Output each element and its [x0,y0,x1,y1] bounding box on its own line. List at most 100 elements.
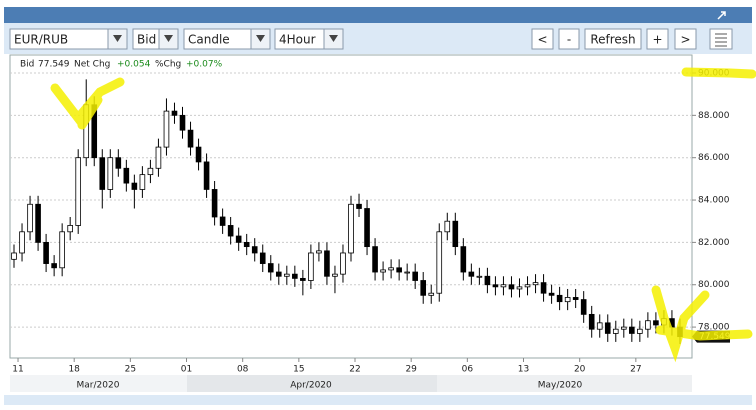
candle-body [267,263,274,273]
next-button[interactable] [674,28,697,50]
candle-body [67,225,73,233]
month-band [437,375,692,392]
candle-body [420,280,427,296]
candle-body [107,157,114,190]
candle-body [292,273,298,279]
candle-body [572,297,579,300]
x-tick-label: 06 [462,365,474,375]
candle-body [115,157,122,169]
settings-icon [715,33,727,47]
x-tick-label: 13 [518,365,529,375]
candle-body [484,275,491,286]
candle-body [235,235,242,243]
candle-body [588,313,595,330]
candle-body [629,326,635,334]
style: Candle [188,33,230,47]
candle-body [211,189,218,218]
side: Bid [137,33,156,47]
month-band [10,375,187,392]
candle-body [364,208,370,248]
net-chg-label: Net Chg [74,60,110,70]
candle-body [604,322,611,334]
candle-body [99,157,106,190]
prev-button[interactable] [531,28,554,50]
y-tick-label: 80.000 [698,280,730,290]
candle-body [139,174,146,190]
x-tick-label: 27 [630,365,641,375]
candle-body [556,294,563,303]
candle-body [324,250,330,277]
symbol: EUR/RUB [14,33,68,47]
candle-body [131,182,138,190]
x-tick-label: 01 [181,365,192,375]
candle-body [51,263,57,269]
candle-body [428,292,435,296]
candle-body [284,273,290,277]
dropdown-arrow [256,35,265,42]
candle-body [187,129,194,148]
candle-body [532,282,539,286]
candle-body [516,286,523,290]
pct-chg: +0.07% [186,60,223,70]
month-label: Mar/2020 [77,381,120,391]
candle-body [348,203,354,254]
expand-icon[interactable] [717,11,726,20]
y-tick-label: 82.000 [698,238,730,248]
candle-body [412,271,418,281]
candle-body [564,297,571,303]
candle-body [645,320,651,330]
candle-body [43,241,49,264]
y-tick-label: 84.000 [698,196,730,206]
candle-body [11,252,17,260]
candle-body [308,252,314,281]
dropdown-arrow [329,35,338,42]
candle-body [155,146,162,169]
x-tick-label: 25 [125,365,136,375]
refresh-label: Refresh [590,33,635,47]
candle-body [163,110,170,148]
highlighter [50,67,756,363]
zoom-in-button[interactable] [646,28,669,50]
y-tick-label: 86.000 [698,153,730,163]
candle-body [460,246,467,273]
candle-body [620,326,627,330]
plot-frame [9,54,693,359]
candle-body [227,225,234,237]
candle-body [380,269,386,273]
candle-body [404,271,410,274]
x-tick-label: 08 [237,365,249,375]
candle-body [275,271,282,277]
candle-body [123,167,130,184]
bid-label: Bid [20,60,34,70]
candle-body [637,328,643,334]
zoom-out-button[interactable] [558,28,580,50]
candle-body [340,252,346,275]
dropdown-arrow [113,35,122,42]
refresh-button[interactable] [584,28,642,50]
candle-body [548,292,555,296]
candle-body [492,284,499,288]
month-band [187,375,437,392]
plot: 78.00080.00082.00084.00086.00088.00090.0… [10,68,731,391]
candle-body [203,161,210,190]
title-bar [4,7,752,23]
candle-body [476,275,483,278]
x-tick-label: 15 [293,365,304,375]
bottom-strip [4,395,752,405]
candle-body [59,231,65,269]
candle-body [524,284,531,288]
y-tick-label: 78.000 [698,323,730,333]
candle-body [35,203,41,243]
x-tick-label: 29 [405,365,417,375]
candle-body [612,328,619,334]
month-label: May/2020 [538,381,583,391]
pct-chg-label: %Chg [155,60,181,70]
candle-body [171,110,178,116]
bid-value: 77.549 [38,60,70,70]
candle-body [195,146,202,163]
candle-body [179,114,186,131]
month-label: Apr/2020 [290,381,332,391]
interval: 4Hour [279,33,316,47]
